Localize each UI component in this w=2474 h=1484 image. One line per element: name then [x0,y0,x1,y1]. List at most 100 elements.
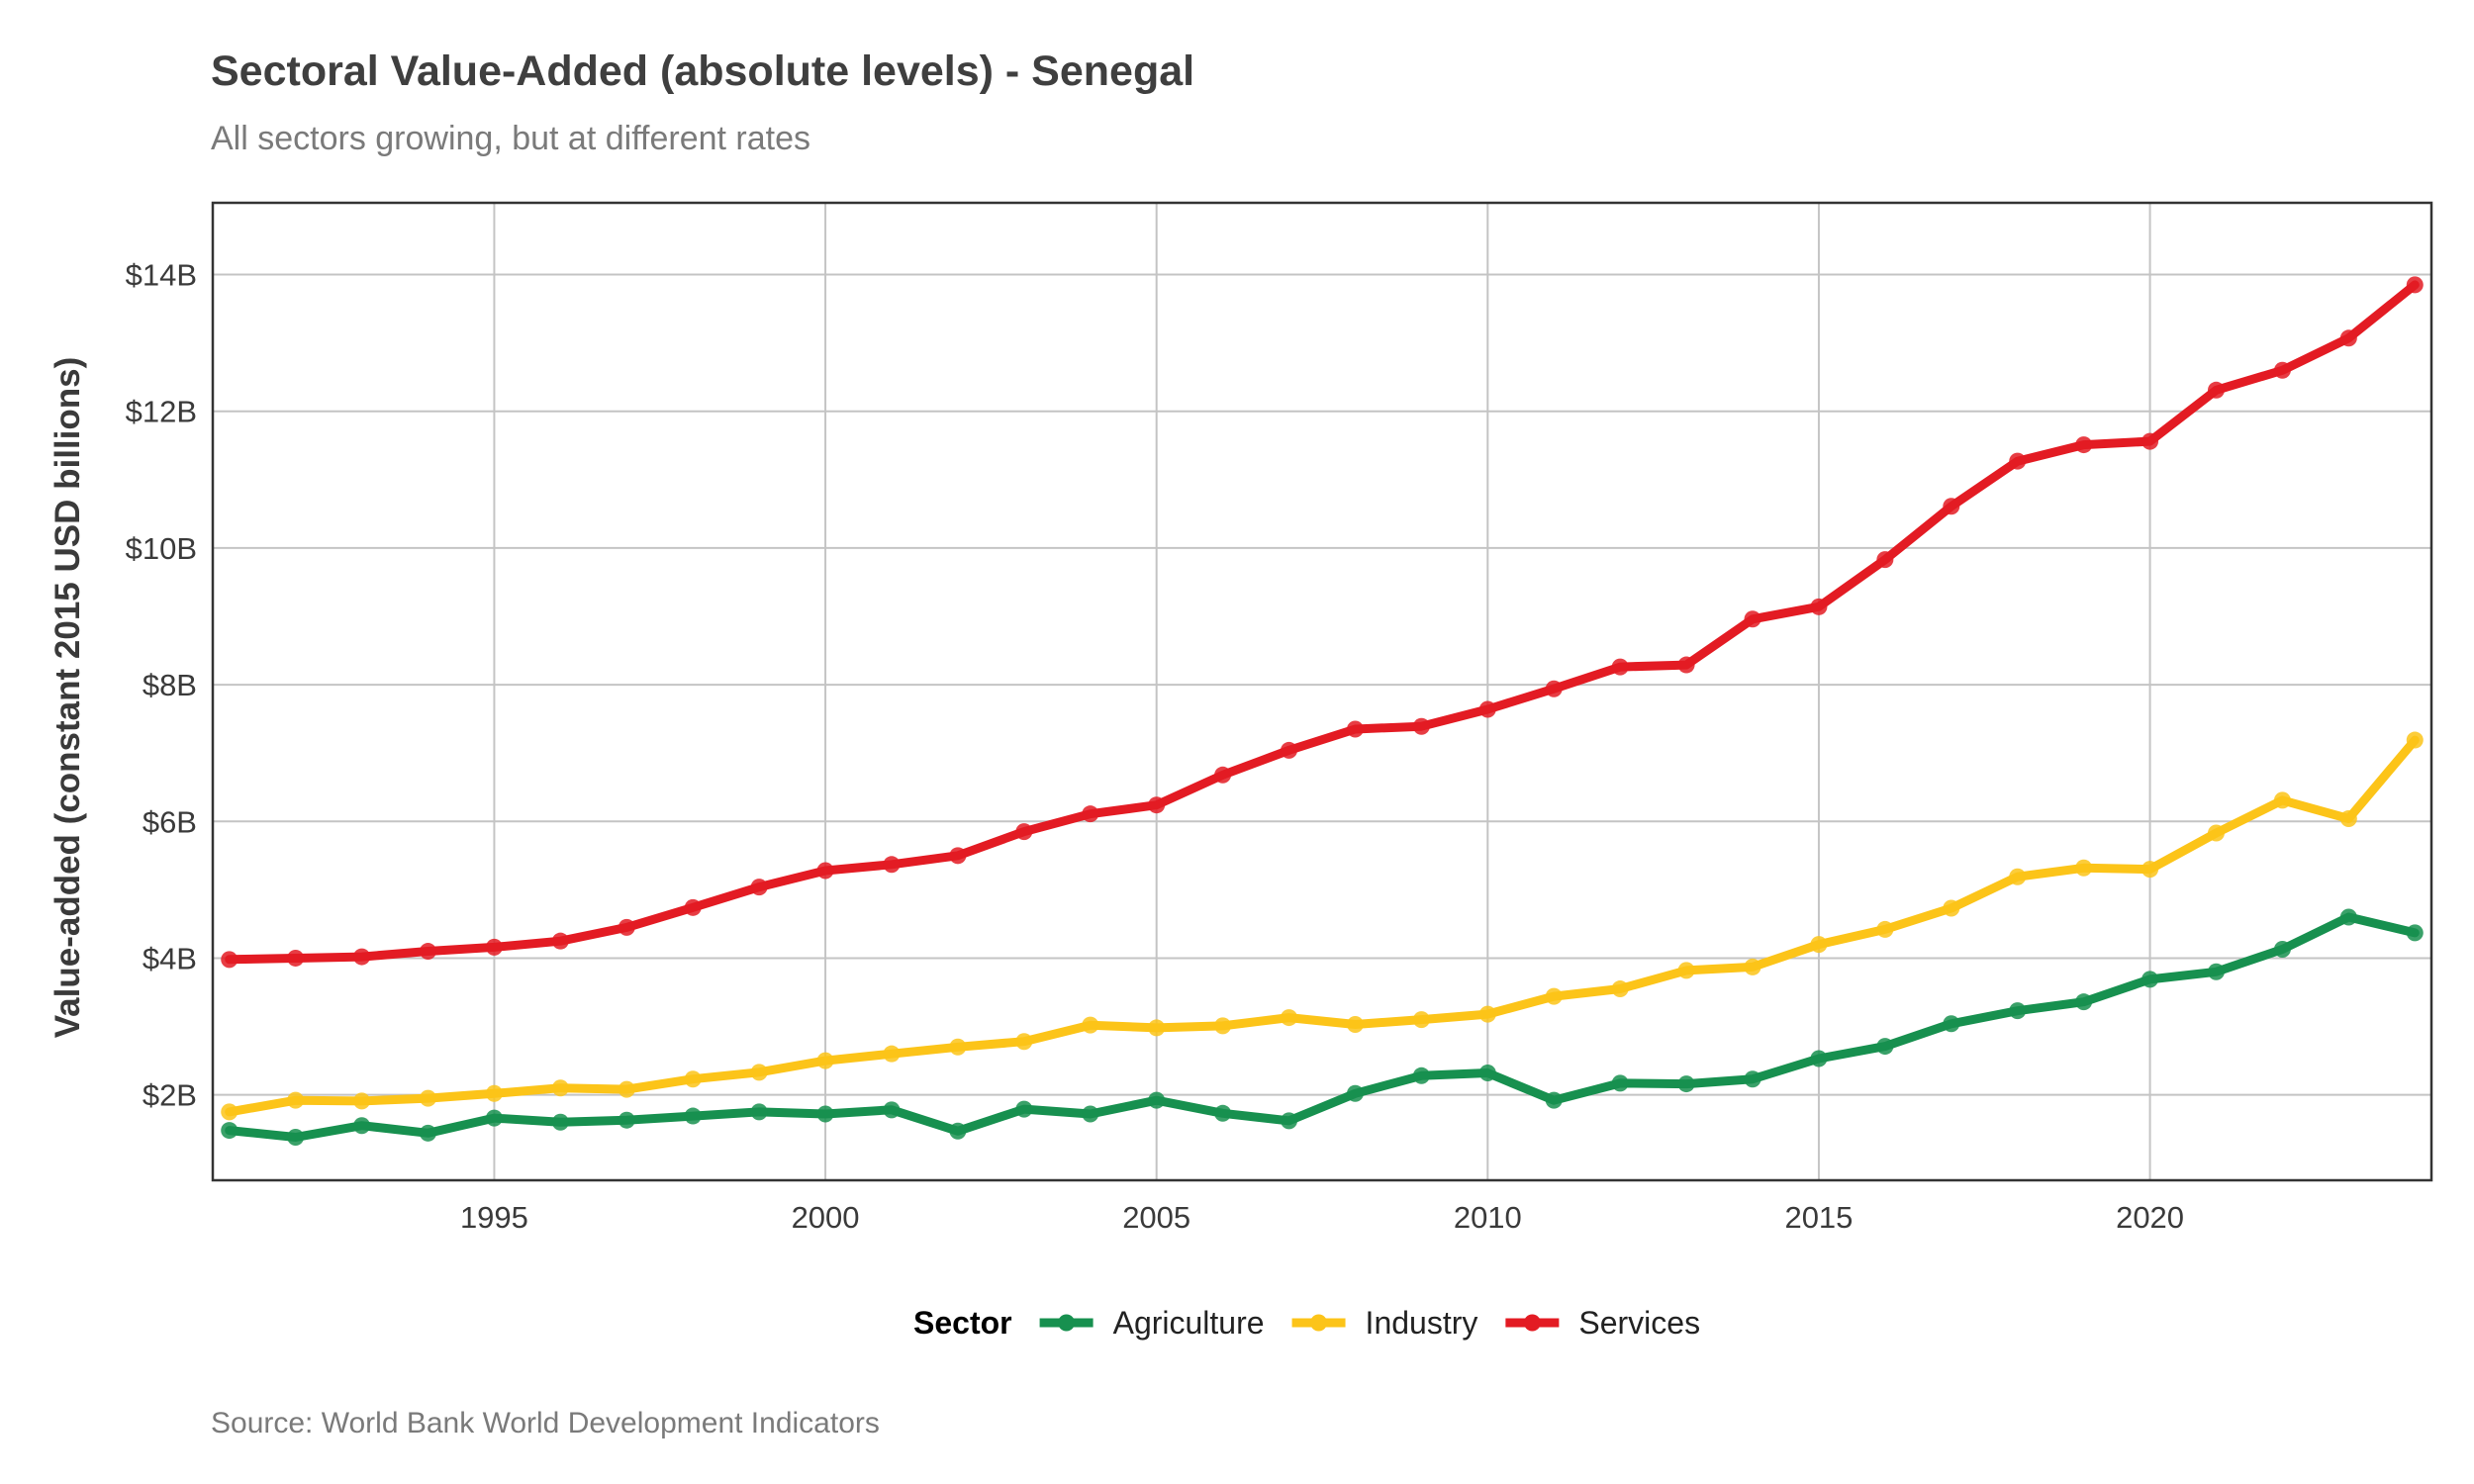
data-point-agriculture [1478,1065,1496,1082]
data-point-industry [618,1080,635,1098]
data-point-agriculture [2273,940,2291,958]
data-point-services [1412,717,1430,735]
data-point-agriculture [1148,1091,1166,1109]
data-point-services [1611,658,1629,676]
data-point-industry [1876,920,1894,938]
data-point-industry [1943,899,1960,917]
data-point-services [1015,823,1033,841]
data-point-agriculture [1943,1015,1960,1033]
series-group [221,276,2424,1146]
data-point-agriculture [1545,1091,1563,1109]
x-tick-label: 2015 [1784,1200,1853,1235]
y-tick-label: $10B [126,531,197,566]
data-point-industry [1214,1017,1232,1035]
data-point-agriculture [420,1124,437,1142]
data-point-services [883,856,901,874]
data-point-agriculture [2141,971,2159,988]
x-tick-label: 2000 [792,1200,860,1235]
x-tick-label: 1995 [460,1200,528,1235]
data-point-industry [485,1084,503,1102]
data-point-industry [551,1079,569,1097]
data-point-services [2075,436,2093,454]
data-point-industry [1412,1011,1430,1029]
data-point-agriculture [684,1107,702,1125]
y-tick-label: $4B [143,941,197,975]
legend-item-agriculture: Agriculture [1039,1305,1265,1341]
data-point-industry [816,1052,834,1069]
y-tick-label: $14B [126,258,197,293]
data-point-services [1082,805,1099,823]
plot-panel-border [211,201,2433,1182]
data-point-industry [2207,824,2225,842]
y-axis-ticks: $2B $4B $6B $8B $10B $12B $14B [126,258,197,1113]
data-point-services [750,879,768,896]
x-tick-label: 2005 [1122,1200,1190,1235]
data-point-services [2141,432,2159,450]
data-point-agriculture [287,1128,305,1146]
data-point-industry [1677,962,1695,979]
data-point-agriculture [1281,1112,1298,1130]
legend-item-industry: Industry [1291,1305,1477,1341]
data-point-industry [1082,1016,1099,1034]
data-point-industry [684,1070,702,1088]
legend-title: Sector [913,1305,1012,1341]
data-point-services [221,951,238,969]
data-point-services [1810,598,1828,615]
data-point-industry [1611,980,1629,998]
data-point-agriculture [949,1122,967,1140]
data-point-services [1677,656,1695,674]
y-tick-label: $2B [143,1078,197,1113]
data-point-agriculture [1744,1070,1761,1088]
x-tick-label: 2010 [1454,1200,1522,1235]
data-point-agriculture [816,1105,834,1123]
data-point-services [551,932,569,950]
data-point-agriculture [485,1109,503,1127]
data-point-industry [2273,791,2291,809]
chart-caption: Source: World Bank World Development Ind… [211,1407,880,1439]
data-point-industry [949,1038,967,1056]
series-line-industry [225,735,2420,1117]
data-point-services [1744,610,1761,628]
data-point-agriculture [2075,993,2093,1011]
data-point-services [1876,551,1894,569]
legend-key-point [1523,1314,1541,1332]
data-point-agriculture [1810,1050,1828,1067]
data-point-services [2009,452,2027,470]
series-line-agriculture [225,912,2420,1142]
legend-label-agriculture: Agriculture [1113,1305,1265,1341]
series-services [221,276,2424,969]
data-point-services [420,943,437,961]
data-point-agriculture [1346,1084,1364,1102]
x-axis-ticks: 1995 2000 2005 2010 2015 2020 [460,1200,2184,1235]
data-point-agriculture [1082,1105,1099,1123]
data-point-agriculture [551,1113,569,1131]
legend-key-point [1058,1314,1076,1332]
x-tick-label: 2020 [2116,1200,2184,1235]
data-point-industry [1148,1019,1166,1037]
data-point-agriculture [1015,1100,1033,1118]
data-point-services [1148,796,1166,814]
legend-item-services: Services [1505,1305,1700,1341]
series-line-services [225,280,2420,965]
data-point-agriculture [1677,1075,1695,1093]
data-point-services [485,938,503,956]
y-tick-label: $12B [126,395,197,429]
series-industry [221,731,2424,1121]
data-point-services [949,847,967,865]
data-point-industry [1744,958,1761,975]
data-point-industry [287,1091,305,1109]
chart-subtitle: All sectors growing, but at different ra… [211,120,810,157]
data-point-services [287,949,305,967]
data-point-industry [750,1064,768,1081]
data-point-services [2406,276,2424,294]
data-point-industry [2339,810,2357,828]
data-point-agriculture [2207,963,2225,980]
data-point-industry [221,1103,238,1121]
chart-title: Sectoral Value-Added (absolute levels) -… [211,47,1194,95]
data-point-industry [1478,1005,1496,1023]
data-point-services [1214,766,1232,784]
data-point-industry [2141,861,2159,879]
data-point-agriculture [2339,908,2357,926]
data-point-agriculture [1611,1074,1629,1092]
